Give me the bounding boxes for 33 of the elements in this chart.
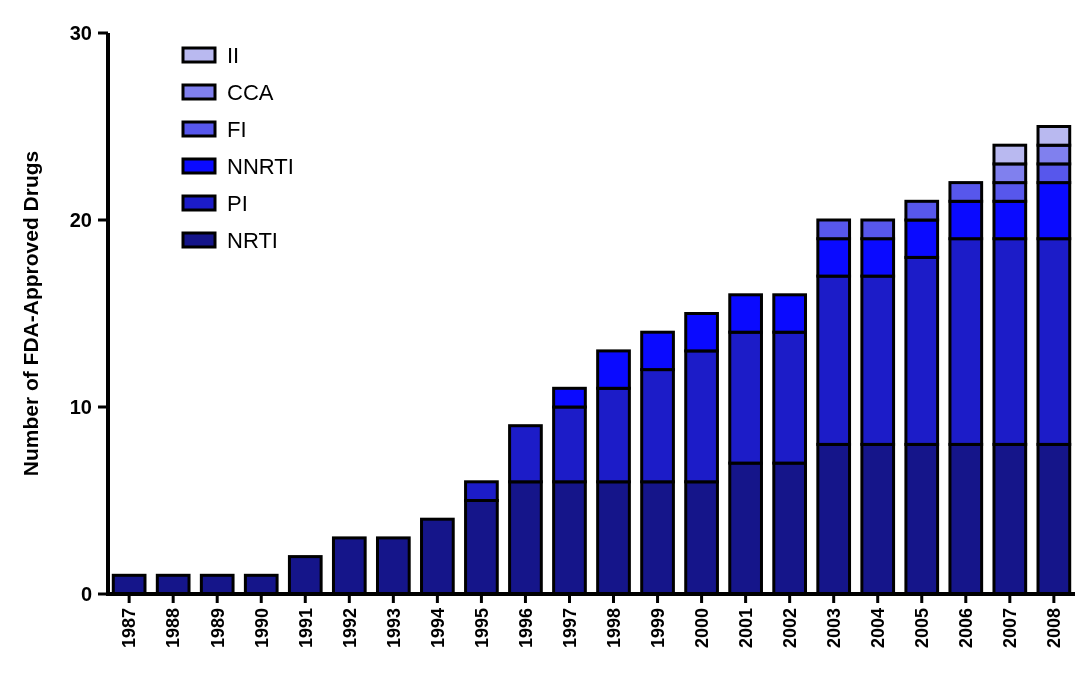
x-tick-label: 2003: [823, 608, 844, 649]
y-tick-label: 0: [80, 583, 92, 605]
x-tick-label: 2006: [956, 608, 977, 649]
legend-label: NRTI: [227, 227, 278, 253]
legend-label: II: [227, 42, 240, 68]
legend-label: FI: [227, 116, 247, 142]
x-tick-label: 2001: [735, 608, 756, 649]
x-tick-label: 2007: [1000, 608, 1021, 649]
x-tick-label: 2005: [912, 608, 933, 649]
x-tick-label: 1987: [119, 608, 140, 649]
y-tick-label: 20: [69, 209, 92, 231]
x-tick-label: 1996: [515, 608, 536, 649]
x-tick-label: 2008: [1044, 608, 1065, 649]
x-tick-label: 1998: [603, 608, 624, 649]
x-tick-label: 1988: [163, 608, 184, 649]
legend-label: PI: [227, 190, 248, 216]
x-tick-label: 1997: [559, 608, 580, 649]
x-tick-label: 1999: [647, 608, 668, 649]
x-tick-label: 2000: [691, 608, 712, 649]
legend-label: NNRTI: [227, 153, 294, 179]
x-tick-label: 1993: [383, 608, 404, 649]
y-axis-title: Number of FDA-Approved Drugs: [19, 150, 42, 477]
x-tick-label: 1989: [207, 608, 228, 649]
legend-label: CCA: [227, 79, 274, 105]
y-tick-label: 30: [69, 22, 92, 44]
x-tick-label: 2002: [779, 608, 800, 649]
x-tick-label: 2004: [868, 608, 889, 649]
x-tick-label: 1991: [295, 608, 316, 649]
y-tick-label: 10: [69, 396, 92, 418]
x-tick-label: 1995: [471, 608, 492, 649]
x-tick-label: 1990: [251, 608, 272, 649]
x-tick-label: 1992: [339, 608, 360, 649]
x-tick-label: 1994: [427, 608, 448, 649]
